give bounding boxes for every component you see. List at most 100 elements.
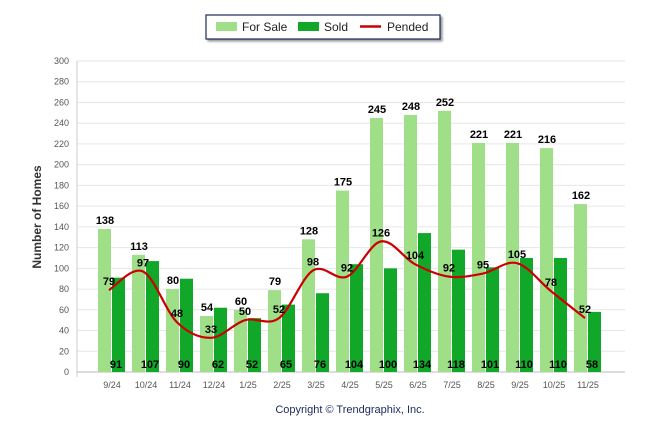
x-tick-label: 4/25	[341, 380, 359, 390]
label-sold: 104	[345, 359, 364, 371]
label-for-sale: 221	[504, 129, 522, 141]
bar-sold	[316, 293, 329, 372]
y-tick-label: 60	[59, 305, 69, 315]
y-tick-label: 20	[59, 346, 69, 356]
label-pended: 98	[307, 256, 319, 268]
bar-for-sale	[132, 254, 145, 372]
label-for-sale: 216	[538, 134, 556, 146]
bar-for-sale	[472, 142, 485, 372]
label-for-sale: 252	[436, 97, 454, 109]
bar-sold	[350, 264, 363, 372]
label-sold: 107	[141, 359, 159, 371]
y-tick-label: 200	[54, 160, 69, 170]
data-labels: 138 91 79 113 107 97 80 90 48 54 62 33 60 52 50 79 65 52 1…	[96, 97, 598, 371]
label-pended: 97	[137, 257, 149, 269]
label-for-sale: 245	[368, 104, 386, 116]
bar-for-sale	[98, 228, 111, 372]
bars	[98, 110, 601, 373]
legend-swatch-sold	[298, 22, 319, 31]
y-tick-label: 260	[54, 97, 69, 107]
label-for-sale: 80	[167, 275, 179, 287]
label-for-sale: 138	[96, 215, 114, 227]
bar-sold	[146, 261, 159, 372]
x-axis: 9/24 10/24 11/24 12/24 1/25 2/25 3/25 4/25 5/25 6…	[103, 380, 599, 390]
legend-for-sale: For Sale	[242, 20, 288, 34]
label-pended: 95	[477, 260, 489, 272]
pended-line	[108, 240, 586, 339]
label-pended: 104	[406, 250, 425, 262]
label-pended: 92	[443, 263, 455, 275]
y-tick-label: 80	[59, 284, 69, 294]
label-sold: 110	[515, 359, 533, 371]
x-tick-label: 12/24	[203, 380, 226, 390]
label-pended: 78	[545, 277, 557, 289]
bar-for-sale	[506, 142, 519, 372]
label-pended: 126	[372, 227, 390, 239]
label-pended: 52	[273, 304, 285, 316]
label-sold: 58	[586, 359, 598, 371]
y-tick-label: 220	[54, 139, 69, 149]
bar-for-sale	[370, 118, 383, 373]
bar-for-sale	[234, 309, 247, 372]
label-pended: 92	[341, 263, 353, 275]
label-sold: 100	[379, 359, 397, 371]
x-tick-label: 9/24	[103, 380, 121, 390]
label-sold: 110	[549, 359, 567, 371]
legend-swatch-for-sale	[216, 22, 237, 31]
label-sold: 118	[447, 359, 465, 371]
label-pended: 33	[205, 324, 217, 336]
label-for-sale: 248	[402, 101, 420, 113]
bar-sold	[588, 311, 601, 372]
label-sold: 101	[481, 359, 499, 371]
bar-for-sale	[336, 190, 349, 372]
bar-sold	[452, 249, 465, 372]
y-tick-label: 100	[54, 263, 69, 273]
bar-sold	[384, 268, 397, 372]
label-sold: 91	[110, 359, 122, 371]
label-sold: 52	[246, 359, 258, 371]
legend-pended: Pended	[387, 20, 428, 34]
label-for-sale: 175	[334, 177, 352, 189]
x-tick-label: 3/25	[307, 380, 325, 390]
bar-for-sale	[268, 290, 281, 372]
label-for-sale: 162	[572, 190, 590, 202]
y-tick-label: 160	[54, 201, 69, 211]
y-axis: 0 20 40 60 80 100 120 140 160 180 200 220 240 260 280 3…	[54, 56, 69, 377]
x-tick-label: 11/24	[169, 380, 191, 390]
y-tick-label: 40	[59, 326, 69, 336]
bar-sold	[248, 318, 261, 372]
label-sold: 76	[314, 359, 326, 371]
bar-sold	[486, 267, 499, 372]
x-tick-label: 10/25	[543, 380, 566, 390]
label-pended: 48	[171, 308, 183, 320]
label-pended: 50	[239, 306, 251, 318]
x-tick-label: 8/25	[477, 380, 495, 390]
label-sold: 65	[280, 359, 292, 371]
bar-for-sale	[200, 316, 213, 372]
label-sold: 90	[178, 359, 190, 371]
bar-sold	[112, 277, 125, 372]
x-tick-label: 7/25	[443, 380, 461, 390]
label-sold: 134	[413, 359, 432, 371]
y-tick-label: 180	[54, 180, 69, 190]
label-for-sale: 113	[130, 241, 148, 253]
label-for-sale: 128	[300, 225, 318, 237]
pended-line-path	[108, 240, 586, 339]
y-tick-label: 120	[54, 243, 69, 253]
bar-for-sale	[574, 204, 587, 372]
bar-sold	[520, 257, 533, 372]
bar-sold	[282, 304, 295, 372]
label-pended: 105	[508, 249, 526, 261]
bar-sold	[180, 278, 193, 372]
label-for-sale: 221	[470, 129, 488, 141]
label-for-sale: 60	[235, 296, 247, 308]
x-tick-label: 5/25	[375, 380, 393, 390]
y-tick-label: 240	[54, 118, 69, 128]
bar-sold	[214, 307, 227, 372]
x-tick-label: 9/25	[511, 380, 529, 390]
x-tick-label: 6/25	[409, 380, 427, 390]
legend-sold: Sold	[324, 20, 348, 34]
label-for-sale: 54	[201, 302, 214, 314]
label-sold: 62	[212, 359, 224, 371]
